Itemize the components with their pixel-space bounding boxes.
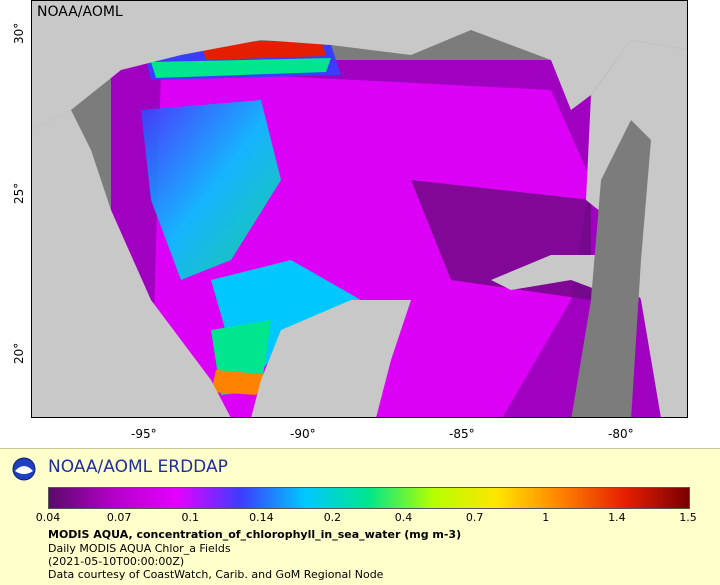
dataset-title: MODIS AQUA, concentration_of_chlorophyll…	[48, 528, 462, 541]
colorbar-tick-label: 1.4	[608, 511, 626, 524]
legend-panel: NOAA/AOML ERDDAP 0.04 0.07 0.1 0.14 0.2 0.4 0.…	[0, 448, 720, 585]
x-tick-label: -90°	[290, 427, 316, 441]
y-tick-label: 20°	[12, 342, 26, 364]
map-panel: NOAA/AOML	[31, 0, 688, 418]
brand-title: NOAA/AOML ERDDAP	[48, 457, 228, 477]
y-tick-label: 30°	[12, 22, 26, 44]
chlorophyll-map	[31, 0, 688, 418]
x-tick-label: -95°	[131, 427, 157, 441]
noaa-logo-icon	[12, 457, 36, 481]
x-tick-label: -80°	[608, 427, 634, 441]
colorbar-tick-label: 0.07	[106, 511, 132, 524]
yucatan-land	[251, 300, 411, 418]
colorbar-tick-label: 0.7	[465, 511, 484, 524]
colorbar-tick-label: 0.4	[394, 511, 413, 524]
map-corner-label: NOAA/AOML	[37, 4, 123, 20]
dataset-line-1: Daily MODIS AQUA Chlor_a Fields	[48, 542, 231, 555]
colorbar-tick-label: 0.2	[323, 511, 342, 524]
colorbar	[48, 487, 690, 509]
north-america-land	[31, 0, 688, 130]
map-border	[31, 0, 688, 418]
colorbar-tick-label: 0.1	[181, 511, 199, 524]
colorbar-tick-label: 0.14	[249, 511, 274, 524]
no-data-swath	[571, 120, 651, 418]
x-tick-label: -85°	[449, 427, 475, 441]
dataset-line-2: (2021-05-10T00:00:00Z)	[48, 555, 185, 568]
north-coastal	[151, 58, 331, 78]
west-shelf	[141, 100, 281, 280]
colorbar-tick-label: 0.04	[35, 511, 61, 524]
y-tick-label: 25°	[12, 182, 26, 204]
colorbar-tick-label: 1	[542, 511, 550, 524]
mexico-land	[31, 110, 231, 418]
colorbar-tick-label: 1.5	[679, 511, 697, 524]
coastal-high-chl	[211, 370, 271, 395]
dataset-line-3: Data courtesy of CoastWatch, Carib. and …	[48, 568, 384, 581]
